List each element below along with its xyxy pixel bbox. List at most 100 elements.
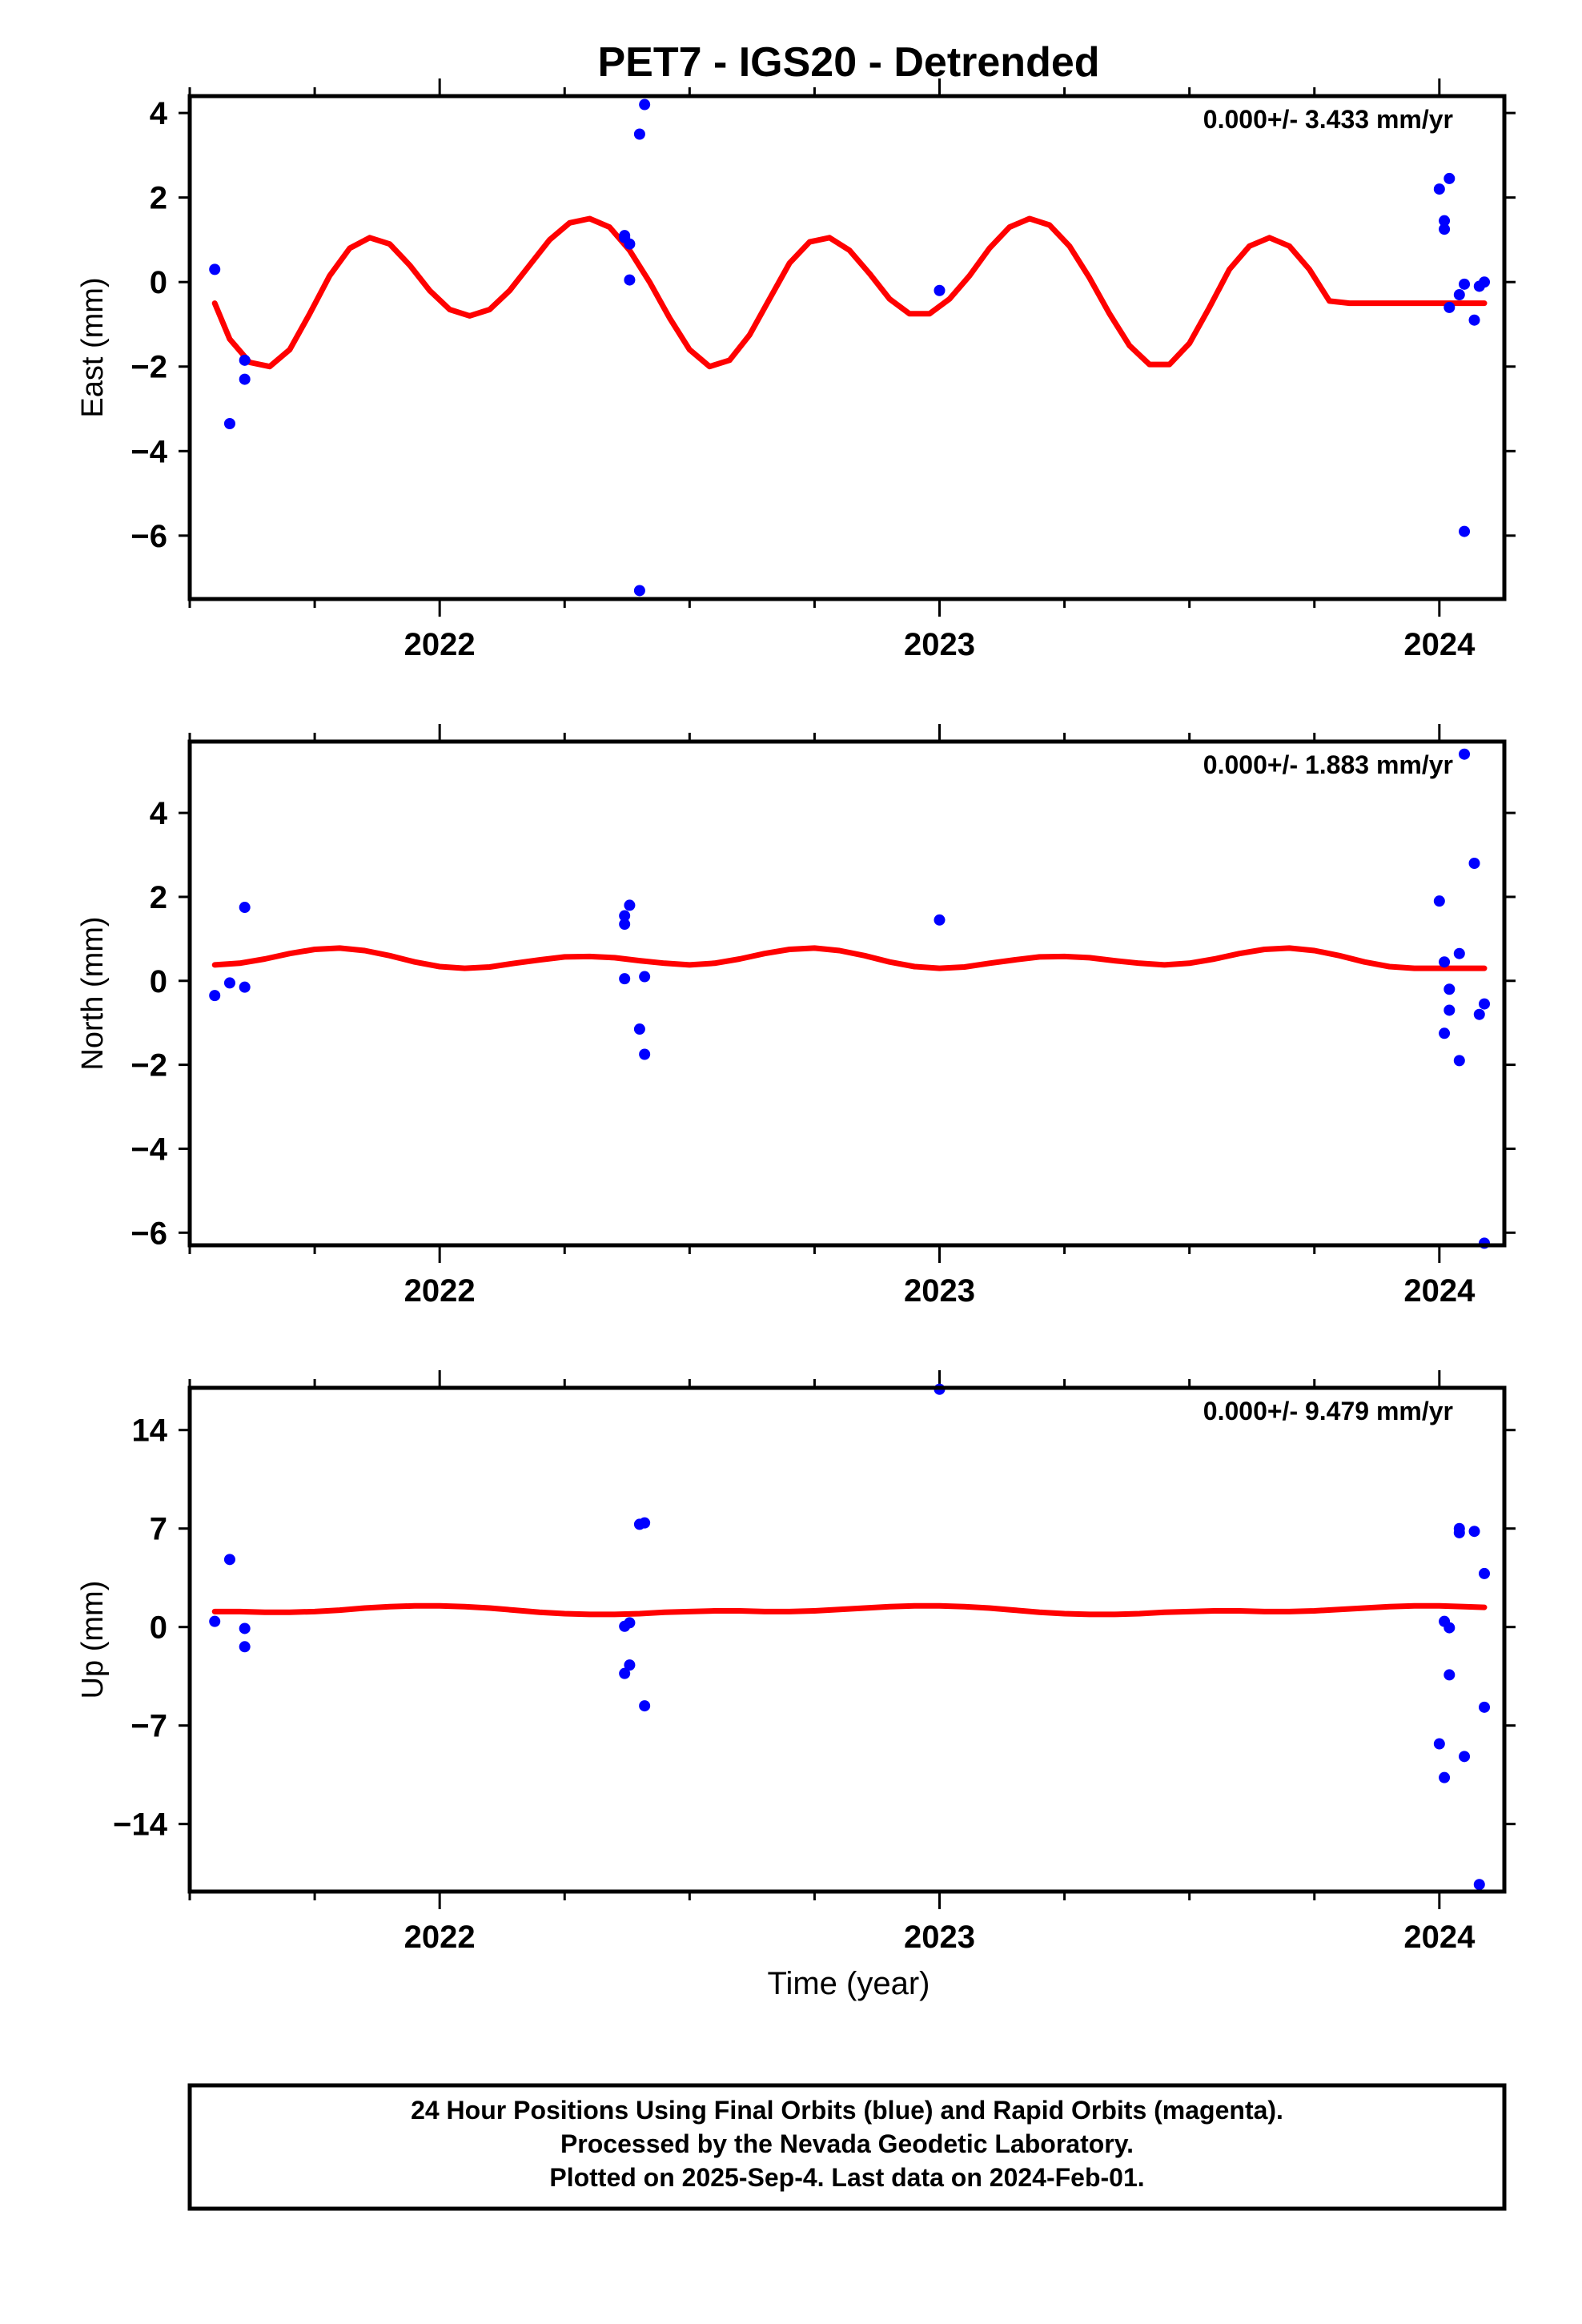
y-tick-label: 7 <box>150 1512 167 1547</box>
data-point <box>223 1554 235 1566</box>
data-point <box>1459 1751 1471 1763</box>
plot-frame <box>187 1385 1507 1894</box>
y-tick-label: −4 <box>130 1132 167 1167</box>
data-point <box>633 585 645 597</box>
panel-2: 14 7 0 −7 −14 2022 2023 2024 Up (mm) 0.000+/- 9.4… <box>76 1370 1516 1955</box>
data-point <box>1459 278 1471 290</box>
data-point <box>633 1023 645 1035</box>
data-point <box>239 981 251 993</box>
y-tick-label: −6 <box>130 519 167 554</box>
footer-box <box>187 2083 1507 2211</box>
data-point <box>1433 895 1445 907</box>
data-point <box>239 354 251 366</box>
y-tick-label: 2 <box>150 880 167 915</box>
y-axis-label: Up (mm) <box>76 1581 110 1699</box>
data-point <box>1468 1526 1480 1538</box>
footer-line-3: Plotted on 2025-Sep-4. Last data on 2024… <box>549 2163 1144 2192</box>
y-tick-label: −2 <box>130 350 167 385</box>
data-point <box>239 373 251 385</box>
data-point <box>1433 1738 1445 1750</box>
data-point <box>639 1048 651 1060</box>
data-point <box>619 1667 631 1679</box>
x-tick-label: 2024 <box>1403 1920 1476 1955</box>
data-point <box>209 1615 221 1627</box>
data-point <box>624 1659 636 1671</box>
x-tick-label: 2023 <box>904 1273 975 1309</box>
data-point <box>639 99 651 111</box>
y-tick-label: 0 <box>150 1610 167 1646</box>
panel-1: 4 2 0 −2 −4 −6 2022 2023 2024 North (mm) 0.000+/- … <box>76 724 1516 1309</box>
data-point <box>223 977 235 989</box>
y-tick-label: −2 <box>130 1048 167 1084</box>
data-point <box>624 238 636 250</box>
data-point <box>624 1617 636 1629</box>
rate-label: 0.000+/- 1.883 mm/yr <box>1203 750 1453 779</box>
y-tick-label: 4 <box>150 96 168 131</box>
data-point <box>619 919 631 931</box>
data-point <box>1443 1622 1456 1634</box>
data-point <box>239 902 251 914</box>
data-point <box>1473 1879 1485 1891</box>
data-point <box>1453 289 1465 301</box>
model-fit-line <box>211 945 1488 971</box>
data-point <box>1439 956 1451 968</box>
model-fit-line <box>211 1602 1488 1618</box>
data-point <box>209 263 221 275</box>
rate-label: 0.000+/- 9.479 mm/yr <box>1203 1397 1453 1425</box>
data-point <box>1443 983 1456 995</box>
plot-frame <box>187 739 1507 1248</box>
rate-label: 0.000+/- 3.433 mm/yr <box>1203 105 1453 134</box>
x-tick-label: 2022 <box>404 627 476 662</box>
data-point <box>1453 1522 1465 1534</box>
footer-line-1: 24 Hour Positions Using Final Orbits (bl… <box>411 2096 1283 2125</box>
data-point <box>1443 1669 1456 1681</box>
data-point <box>1439 1771 1451 1783</box>
data-point <box>209 990 221 1002</box>
data-point <box>624 274 636 286</box>
y-tick-label: 0 <box>150 964 167 999</box>
data-point <box>1453 947 1465 959</box>
x-axis-label: Time (year) <box>768 1966 930 2001</box>
y-tick-label: −7 <box>130 1709 167 1744</box>
y-axis-label: East (mm) <box>76 277 110 417</box>
data-point <box>1433 183 1445 195</box>
y-tick-label: −4 <box>130 434 167 469</box>
data-point <box>1479 1701 1491 1713</box>
y-tick-label: 0 <box>150 265 167 300</box>
data-point <box>1468 858 1480 870</box>
plot-frame <box>187 94 1507 601</box>
y-tick-label: −6 <box>130 1216 167 1251</box>
data-point <box>1439 223 1451 235</box>
data-point <box>619 230 631 242</box>
data-point <box>1459 748 1471 760</box>
data-point <box>1468 314 1480 326</box>
data-point <box>639 971 651 983</box>
data-point <box>1479 998 1491 1010</box>
y-tick-label: 4 <box>150 796 168 831</box>
data-point <box>1443 1004 1456 1016</box>
y-tick-label: −14 <box>113 1807 168 1843</box>
data-point <box>639 1517 651 1529</box>
data-point <box>1453 1055 1465 1067</box>
data-point <box>639 1700 651 1712</box>
chart-title: PET7 - IGS20 - Detrended <box>597 39 1099 86</box>
x-tick-label: 2023 <box>904 1920 975 1955</box>
data-point <box>1439 1027 1451 1039</box>
data-point <box>624 899 636 911</box>
data-point <box>1443 172 1456 184</box>
x-tick-label: 2022 <box>404 1273 476 1309</box>
x-tick-label: 2024 <box>1403 627 1476 662</box>
data-point <box>239 1641 251 1653</box>
data-point <box>619 973 631 985</box>
data-point <box>1459 525 1471 537</box>
data-point <box>1479 276 1491 288</box>
panel-0: 4 2 0 −2 −4 −6 2022 2023 2024 East (mm) 0.000+/- 3… <box>76 78 1516 662</box>
data-point <box>1473 1008 1485 1020</box>
model-fit-line <box>211 215 1488 370</box>
data-point <box>1439 215 1451 227</box>
x-tick-label: 2023 <box>904 627 975 662</box>
data-point <box>1443 301 1456 313</box>
panels: 4 2 0 −2 −4 −6 2022 2023 2024 East (mm) 0.000+/- 3… <box>76 78 1516 1955</box>
footer-line-2: Processed by the Nevada Geodetic Laborat… <box>560 2129 1134 2158</box>
